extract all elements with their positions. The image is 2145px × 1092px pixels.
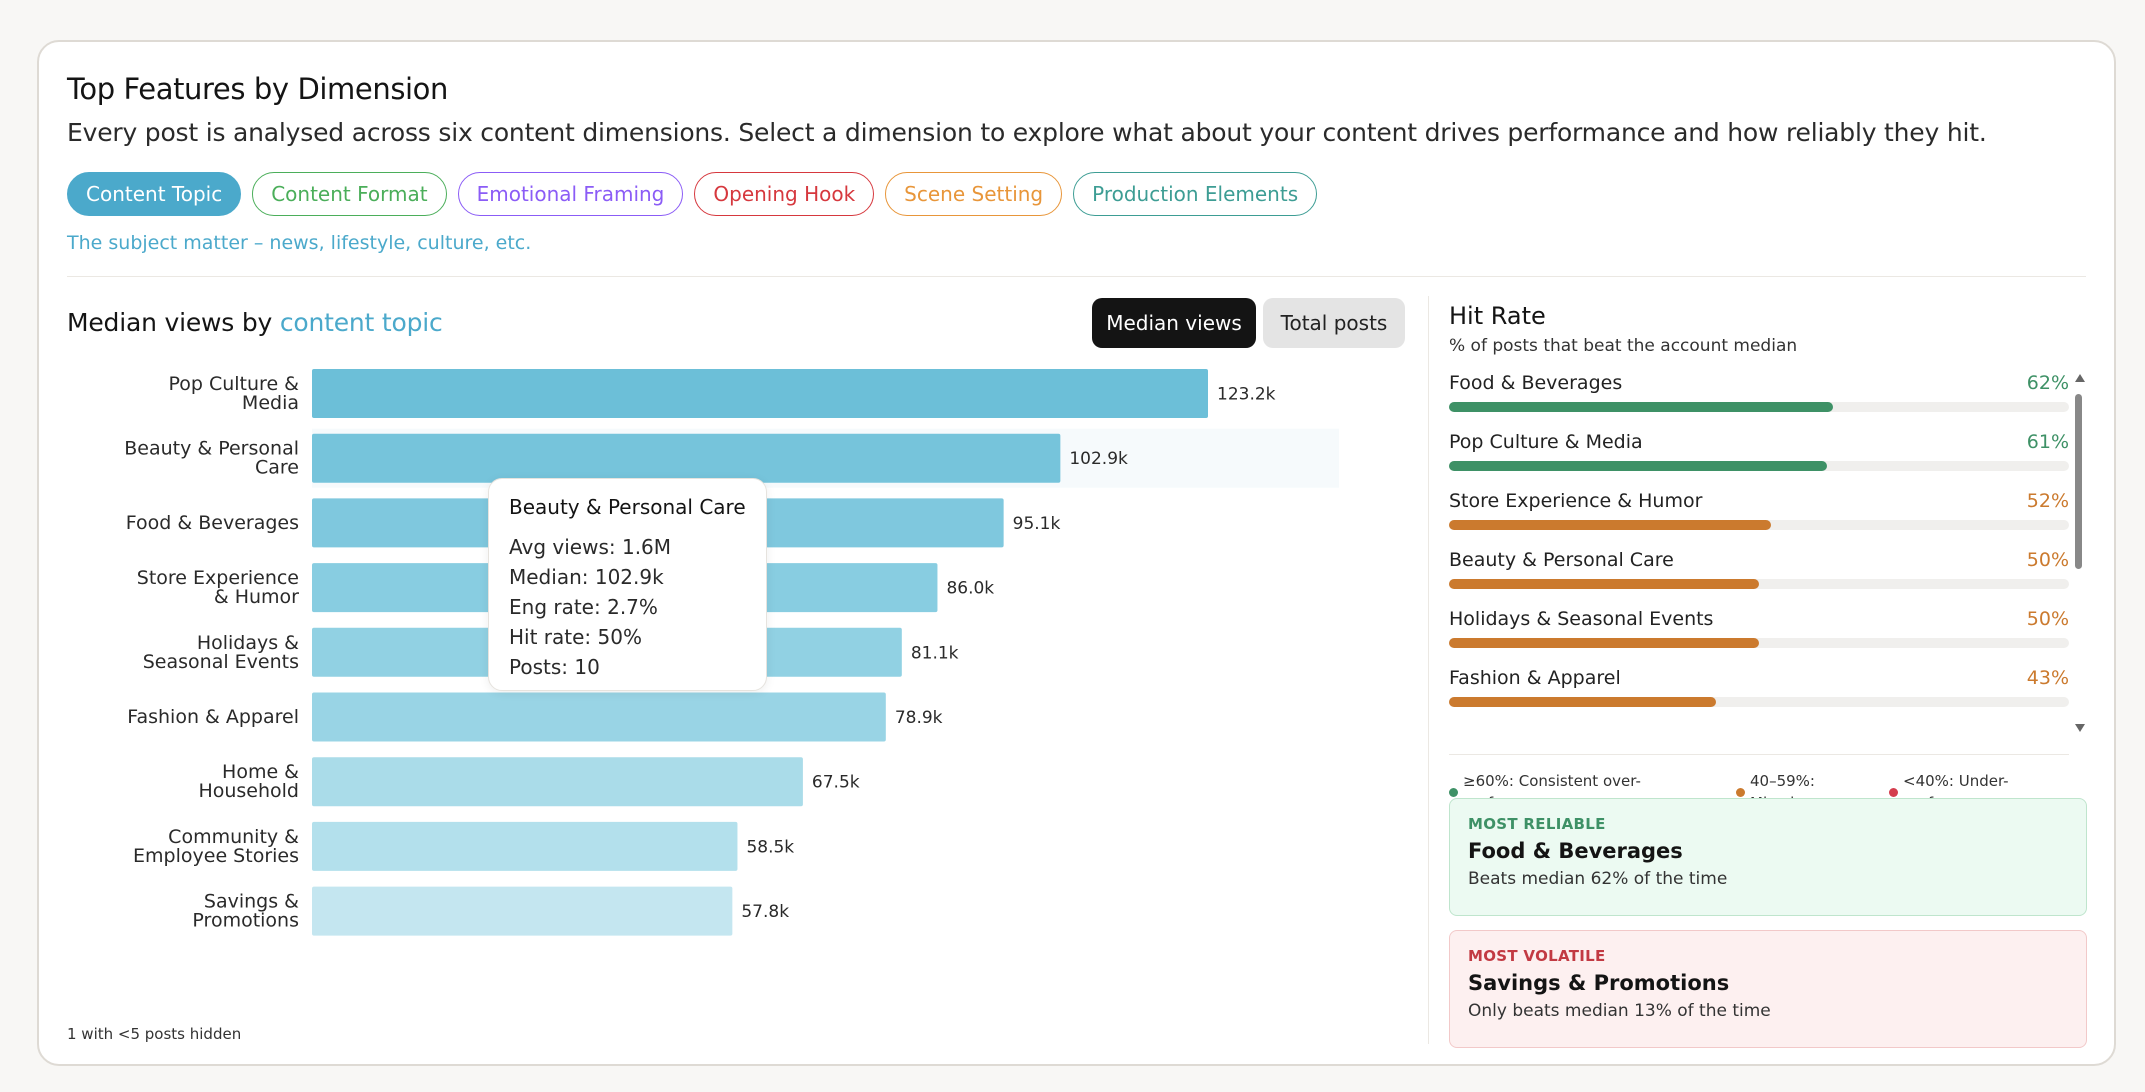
hit-rate-bar bbox=[1449, 520, 1772, 530]
hit-rate-track bbox=[1449, 697, 2069, 707]
hit-rate-track bbox=[1449, 520, 2069, 530]
median-views-toggle[interactable]: Median views bbox=[1092, 298, 1256, 348]
callout-kicker: MOST RELIABLE bbox=[1468, 815, 1606, 833]
hit-rate-item-pct: 50% bbox=[2026, 549, 2069, 571]
tooltip-row: Median: 102.9k bbox=[509, 565, 664, 589]
callout-kicker: MOST VOLATILE bbox=[1468, 947, 1606, 965]
chart-title-prefix: Median views by bbox=[67, 308, 273, 337]
hit-rate-item-pct: 61% bbox=[2026, 431, 2069, 453]
hit-rate-bar bbox=[1449, 402, 1834, 412]
category-label: Holidays & Seasonal Events bbox=[143, 632, 299, 673]
bar[interactable] bbox=[312, 433, 1061, 483]
card-title: Top Features by Dimension bbox=[67, 72, 449, 106]
category-label: Beauty & Personal Care bbox=[124, 438, 299, 479]
hit-rate-subtitle: % of posts that beat the account median bbox=[1449, 336, 1798, 356]
hit-rate-bar bbox=[1449, 461, 1828, 471]
scroll-up-arrow-icon[interactable] bbox=[2075, 374, 2085, 382]
top-features-card: Top Features by Dimension Every post is … bbox=[37, 40, 2116, 1066]
bar-value-label: 67.5k bbox=[812, 773, 860, 793]
bar-value-label: 102.9k bbox=[1069, 449, 1128, 469]
callout-text: Beats median 62% of the time bbox=[1468, 869, 1728, 889]
total-posts-toggle[interactable]: Total posts bbox=[1263, 298, 1405, 348]
hit-rate-item-name: Food & Beverages bbox=[1449, 372, 1623, 394]
hit-rate-bar bbox=[1449, 579, 1759, 589]
hit-rate-title: Hit Rate bbox=[1449, 302, 1546, 330]
category-label: Savings & Promotions bbox=[192, 891, 299, 932]
scrollbar-thumb[interactable] bbox=[2075, 394, 2082, 569]
dimension-tabs: Content Topic Content Format Emotional F… bbox=[67, 172, 1318, 216]
tooltip-title: Beauty & Personal Care bbox=[509, 495, 746, 519]
bar-value-label: 57.8k bbox=[741, 902, 789, 922]
bar-tooltip: Beauty & Personal Care Avg views: 1.6M M… bbox=[488, 478, 767, 691]
bar[interactable] bbox=[312, 369, 1208, 418]
tab-production-elements[interactable]: Production Elements bbox=[1073, 172, 1318, 216]
hit-rate-bar bbox=[1449, 697, 1716, 707]
hit-rate-item-name: Holidays & Seasonal Events bbox=[1449, 608, 1714, 630]
card-subtitle: Every post is analysed across six conten… bbox=[67, 118, 1987, 147]
bar[interactable] bbox=[312, 757, 803, 807]
legend-dot-icon bbox=[1449, 788, 1458, 797]
most-volatile-callout: MOST VOLATILE Savings & Promotions Only … bbox=[1449, 930, 2087, 1048]
legend-dot-icon bbox=[1889, 788, 1898, 797]
panel-divider bbox=[1428, 296, 1429, 1044]
bar[interactable] bbox=[312, 692, 886, 742]
dimension-description: The subject matter – news, lifestyle, cu… bbox=[67, 232, 532, 254]
scroll-down-arrow-icon[interactable] bbox=[2075, 724, 2085, 732]
bar-value-label: 123.2k bbox=[1217, 385, 1276, 405]
hit-rate-item-name: Pop Culture & Media bbox=[1449, 431, 1643, 453]
hit-rate-list[interactable]: Food & Beverages 62% Pop Culture & Media 61… bbox=[1449, 372, 2069, 743]
hit-rate-item-name: Store Experience & Humor bbox=[1449, 490, 1703, 512]
tab-emotional-framing[interactable]: Emotional Framing bbox=[457, 172, 684, 216]
median-views-bar-chart: 123.2k Pop Culture & Media 102.9k Beauty & P… bbox=[124, 369, 1339, 936]
hit-rate-item-name: Beauty & Personal Care bbox=[1449, 549, 1674, 571]
bar[interactable] bbox=[312, 886, 733, 936]
hit-rate-divider bbox=[1449, 754, 2069, 755]
callout-name: Food & Beverages bbox=[1468, 839, 1683, 863]
category-label: Food & Beverages bbox=[126, 512, 299, 534]
tab-scene-setting[interactable]: Scene Setting bbox=[885, 172, 1063, 216]
hit-rate-item-pct: 43% bbox=[2026, 667, 2069, 689]
bar[interactable] bbox=[312, 821, 738, 871]
bar-value-label: 78.9k bbox=[895, 708, 943, 728]
tab-content-format[interactable]: Content Format bbox=[252, 172, 447, 216]
tab-content-topic[interactable]: Content Topic bbox=[67, 172, 242, 216]
most-reliable-callout: MOST RELIABLE Food & Beverages Beats med… bbox=[1449, 798, 2087, 916]
hit-rate-bar bbox=[1449, 638, 1759, 648]
tooltip-row: Hit rate: 50% bbox=[509, 625, 642, 649]
hit-rate-item-name: Fashion & Apparel bbox=[1449, 667, 1621, 689]
category-label: Store Experience & Humor bbox=[137, 567, 299, 608]
hit-rate-item-pct: 50% bbox=[2026, 608, 2069, 630]
tooltip-row: Posts: 10 bbox=[509, 655, 600, 679]
bar-value-label: 86.0k bbox=[946, 579, 994, 599]
hit-rate-item-pct: 52% bbox=[2026, 490, 2069, 512]
legend-dot-icon bbox=[1736, 788, 1745, 797]
hit-rate-track bbox=[1449, 461, 2069, 471]
category-label: Home & Household bbox=[198, 761, 299, 802]
tab-opening-hook[interactable]: Opening Hook bbox=[694, 172, 875, 216]
hidden-items-footnote: 1 with <5 posts hidden bbox=[67, 1025, 242, 1043]
category-label: Community & Employee Stories bbox=[133, 826, 299, 867]
section-divider bbox=[67, 276, 2086, 277]
hit-rate-track bbox=[1449, 579, 2069, 589]
bar-value-label: 58.5k bbox=[746, 837, 794, 857]
category-label: Pop Culture & Media bbox=[168, 373, 299, 414]
tooltip-row: Eng rate: 2.7% bbox=[509, 595, 658, 619]
hit-rate-track bbox=[1449, 402, 2069, 412]
bar-value-label: 95.1k bbox=[1013, 514, 1061, 534]
bar-value-label: 81.1k bbox=[911, 643, 959, 663]
hit-rate-item-pct: 62% bbox=[2026, 372, 2069, 394]
callout-name: Savings & Promotions bbox=[1468, 971, 1730, 995]
callout-text: Only beats median 13% of the time bbox=[1468, 1001, 1771, 1021]
chart-title: Median views by content topic bbox=[67, 308, 443, 337]
category-label: Fashion & Apparel bbox=[127, 706, 299, 728]
chart-title-highlight: content topic bbox=[279, 308, 443, 337]
tooltip-row: Avg views: 1.6M bbox=[509, 535, 672, 559]
hit-rate-track bbox=[1449, 638, 2069, 648]
